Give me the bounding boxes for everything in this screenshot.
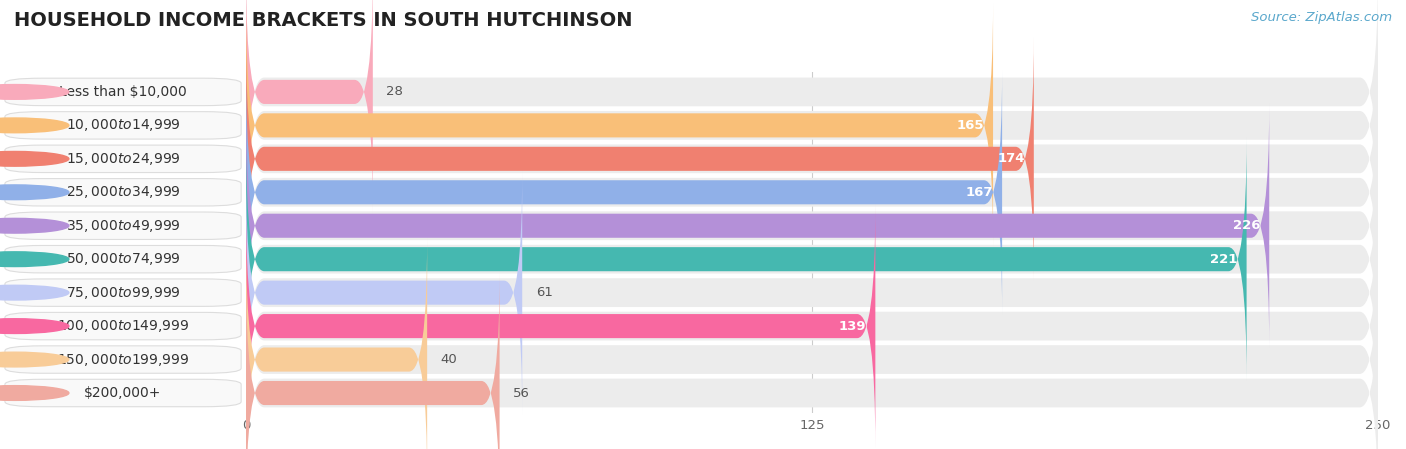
FancyBboxPatch shape — [246, 173, 1378, 412]
FancyBboxPatch shape — [246, 204, 876, 448]
FancyBboxPatch shape — [246, 273, 1378, 449]
FancyBboxPatch shape — [246, 0, 1378, 211]
FancyBboxPatch shape — [246, 37, 1033, 281]
FancyBboxPatch shape — [4, 179, 242, 206]
FancyBboxPatch shape — [4, 313, 242, 340]
Text: $25,000 to $34,999: $25,000 to $34,999 — [66, 184, 180, 200]
FancyBboxPatch shape — [246, 137, 1247, 381]
Text: 56: 56 — [513, 387, 530, 400]
Text: $200,000+: $200,000+ — [84, 386, 162, 400]
FancyBboxPatch shape — [246, 104, 1270, 348]
FancyBboxPatch shape — [246, 240, 1378, 449]
FancyBboxPatch shape — [246, 73, 1378, 312]
Circle shape — [0, 352, 69, 367]
Text: $75,000 to $99,999: $75,000 to $99,999 — [66, 285, 180, 301]
Circle shape — [0, 218, 69, 233]
Text: 221: 221 — [1211, 253, 1237, 266]
FancyBboxPatch shape — [246, 70, 1002, 314]
FancyBboxPatch shape — [246, 6, 1378, 245]
FancyBboxPatch shape — [246, 271, 499, 449]
Text: 167: 167 — [966, 186, 993, 199]
Circle shape — [0, 386, 69, 401]
FancyBboxPatch shape — [246, 207, 1378, 445]
Text: $15,000 to $24,999: $15,000 to $24,999 — [66, 151, 180, 167]
FancyBboxPatch shape — [246, 106, 1378, 345]
Text: Less than $10,000: Less than $10,000 — [59, 85, 187, 99]
FancyBboxPatch shape — [4, 346, 242, 373]
FancyBboxPatch shape — [246, 140, 1378, 379]
FancyBboxPatch shape — [4, 379, 242, 407]
Text: $150,000 to $199,999: $150,000 to $199,999 — [56, 352, 190, 368]
FancyBboxPatch shape — [4, 212, 242, 239]
Text: 174: 174 — [997, 152, 1025, 165]
Text: $50,000 to $74,999: $50,000 to $74,999 — [66, 251, 180, 267]
FancyBboxPatch shape — [246, 171, 522, 414]
Text: 165: 165 — [956, 119, 984, 132]
Text: 28: 28 — [387, 85, 404, 98]
FancyBboxPatch shape — [4, 279, 242, 306]
Text: 40: 40 — [440, 353, 457, 366]
FancyBboxPatch shape — [4, 246, 242, 273]
Text: Source: ZipAtlas.com: Source: ZipAtlas.com — [1251, 11, 1392, 24]
FancyBboxPatch shape — [4, 145, 242, 172]
Circle shape — [0, 151, 69, 166]
Text: 226: 226 — [1233, 219, 1260, 232]
Text: $10,000 to $14,999: $10,000 to $14,999 — [66, 117, 180, 133]
Text: 139: 139 — [839, 320, 866, 333]
Circle shape — [0, 285, 69, 300]
FancyBboxPatch shape — [4, 78, 242, 106]
FancyBboxPatch shape — [246, 0, 373, 214]
Circle shape — [0, 252, 69, 267]
Text: 61: 61 — [536, 286, 553, 299]
Circle shape — [0, 185, 69, 200]
Text: $35,000 to $49,999: $35,000 to $49,999 — [66, 218, 180, 234]
FancyBboxPatch shape — [246, 4, 993, 247]
Text: HOUSEHOLD INCOME BRACKETS IN SOUTH HUTCHINSON: HOUSEHOLD INCOME BRACKETS IN SOUTH HUTCH… — [14, 11, 633, 30]
FancyBboxPatch shape — [4, 112, 242, 139]
Circle shape — [0, 319, 69, 334]
Text: $100,000 to $149,999: $100,000 to $149,999 — [56, 318, 190, 334]
FancyBboxPatch shape — [246, 40, 1378, 278]
FancyBboxPatch shape — [246, 238, 427, 449]
Circle shape — [0, 118, 69, 133]
Circle shape — [0, 84, 69, 99]
